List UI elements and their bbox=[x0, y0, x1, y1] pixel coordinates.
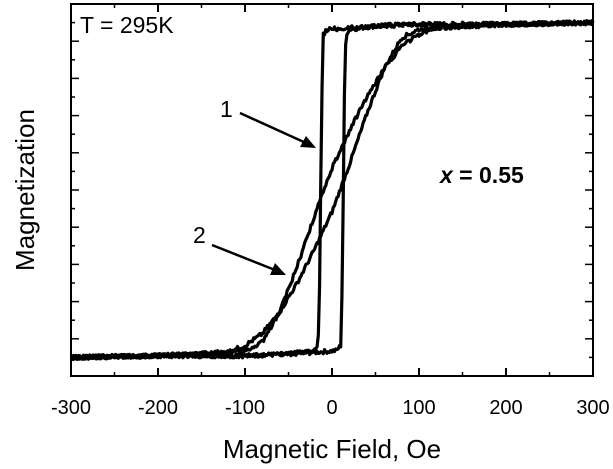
curve-2-arrow bbox=[211, 243, 276, 272]
curve-1-label: 1 bbox=[220, 96, 233, 122]
plot-frame bbox=[70, 3, 594, 377]
composition-variable: x bbox=[438, 162, 454, 188]
x-tick-label: -100 bbox=[225, 397, 265, 419]
temperature-label: T = 295K bbox=[80, 12, 174, 38]
ticks-layer: -300 -200 -100 0 100 200 300 bbox=[51, 3, 610, 419]
curve-1-branch-ascending bbox=[70, 19, 595, 361]
x-tick-label: 200 bbox=[489, 397, 522, 419]
y-axis-title: Magnetization bbox=[10, 109, 40, 271]
x-tick-label: -200 bbox=[138, 397, 178, 419]
curve-2-branch-descending bbox=[70, 19, 595, 361]
curve-2-label: 2 bbox=[193, 222, 206, 248]
x-tick-label: -300 bbox=[51, 397, 91, 419]
x-tick-label: 0 bbox=[326, 397, 337, 419]
x-tick-label: 100 bbox=[402, 397, 435, 419]
curve-1-arrowhead bbox=[300, 136, 316, 148]
composition-label: x = 0.55 bbox=[438, 162, 524, 188]
x-axis-title: Magnetic Field, Oe bbox=[223, 434, 441, 464]
curve-1-branch-descending bbox=[70, 19, 594, 361]
curve-2-arrowhead bbox=[270, 263, 286, 275]
x-tick-label: 300 bbox=[576, 397, 609, 419]
curve-2-branch-ascending bbox=[69, 19, 594, 362]
curves-layer bbox=[69, 19, 595, 362]
composition-value: = 0.55 bbox=[453, 162, 524, 188]
curve-1-arrow bbox=[239, 111, 307, 145]
